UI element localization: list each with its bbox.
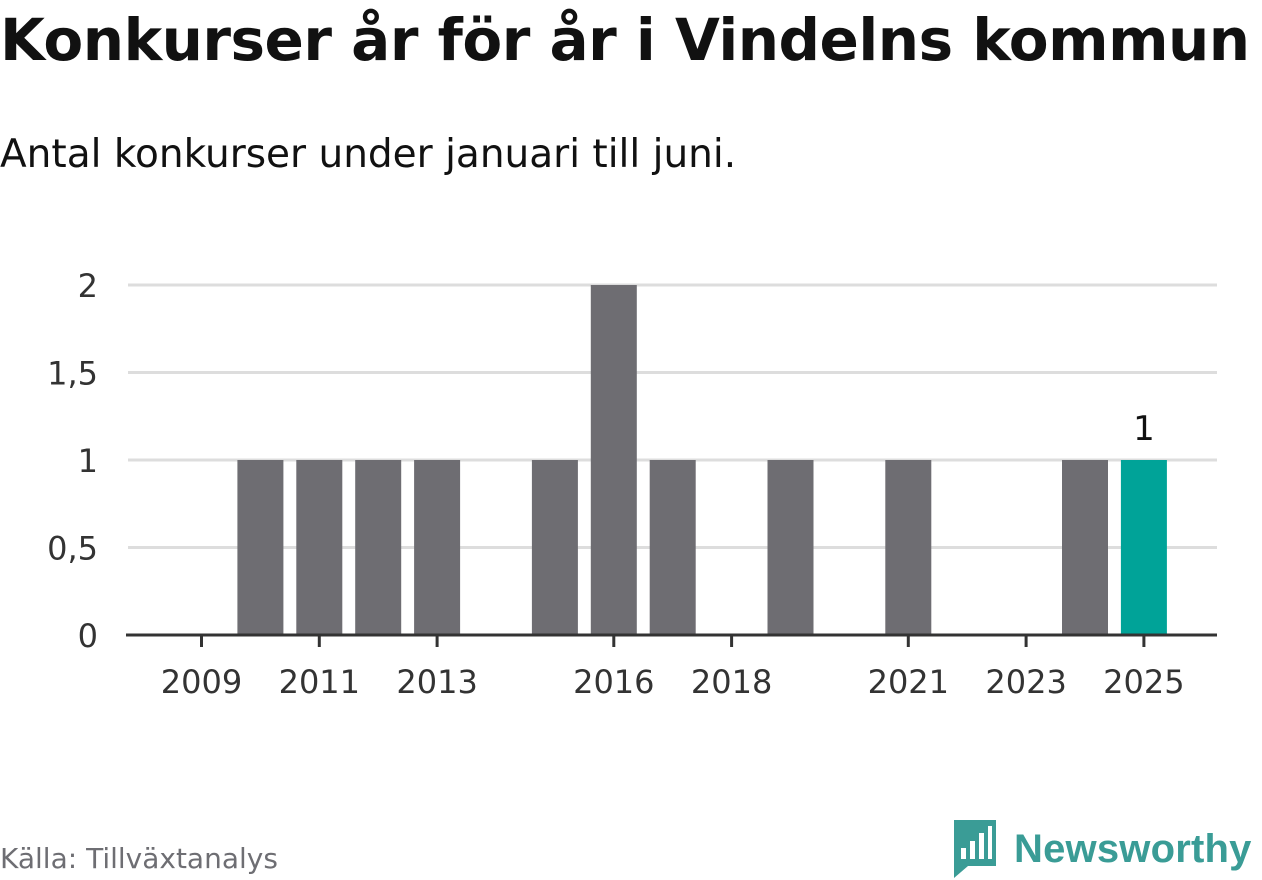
x-tick-label: 2018 [691,663,772,701]
y-tick-label: 1 [78,442,98,480]
y-tick-label: 1,5 [47,355,98,393]
x-tick-label: 2013 [396,663,477,701]
newsworthy-logo-icon [954,820,996,878]
bars [237,285,1167,635]
chart-subtitle: Antal konkurser under januari till juni. [0,132,737,177]
bar [414,460,461,635]
data-label: 1 [1133,409,1155,449]
bar-chart: 0 0,5 1 1,5 2 1 2009 2011 2013 2016 2018 2021 2023… [47,267,1217,701]
bar [355,460,402,635]
bar [296,460,343,635]
x-tick-label: 2023 [985,663,1066,701]
chart-title: Konkurser år för år i Vindelns kommun [0,6,1250,74]
y-tick-label: 0 [78,617,98,655]
x-tick-label: 2009 [161,663,242,701]
bar [237,460,284,635]
bar [649,460,696,635]
bar [1120,460,1167,635]
bar [885,460,932,635]
brand-name: Newsworthy [1014,826,1252,871]
bar [1062,460,1108,635]
data-labels: 1 [1133,409,1155,449]
x-tick-label: 2025 [1103,663,1184,701]
y-tick-label: 0,5 [47,530,98,568]
x-axis: 2009 2011 2013 2016 2018 2021 2023 2025 [126,633,1217,701]
source-note: Källa: Tillväxtanalys [0,842,278,875]
brand-logo: Newsworthy [950,818,1252,880]
y-axis-labels: 0 0,5 1 1,5 2 [47,267,98,655]
bar [531,460,578,635]
x-tick-label: 2011 [279,663,360,701]
y-tick-label: 2 [78,267,98,305]
x-tick-label: 2016 [573,663,654,701]
x-tick-label: 2021 [868,663,949,701]
bar [767,460,814,635]
bar [590,285,637,635]
